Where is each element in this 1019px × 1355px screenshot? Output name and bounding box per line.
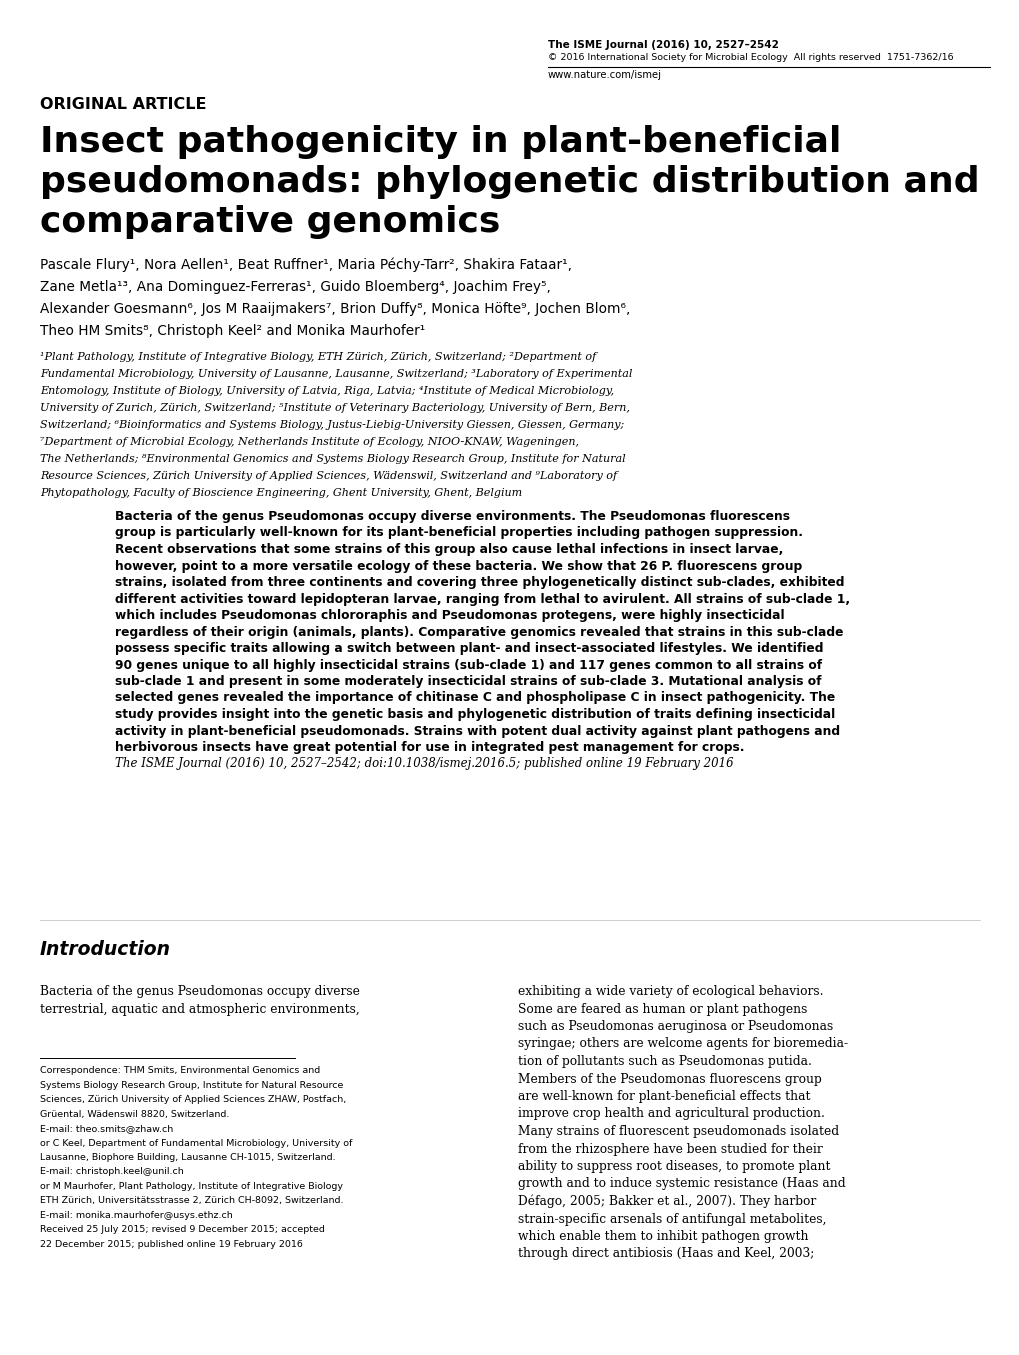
Text: University of Zurich, Zürich, Switzerland; ⁵Institute of Veterinary Bacteriology: University of Zurich, Zürich, Switzerlan…	[40, 402, 630, 413]
Text: through direct antibiosis (Haas and Keel, 2003;: through direct antibiosis (Haas and Keel…	[518, 1248, 813, 1260]
Text: such as Pseudomonas aeruginosa or Pseudomonas: such as Pseudomonas aeruginosa or Pseudo…	[518, 1020, 833, 1033]
Text: Défago, 2005; Bakker et al., 2007). They harbor: Défago, 2005; Bakker et al., 2007). They…	[518, 1195, 815, 1209]
Text: Fundamental Microbiology, University of Lausanne, Lausanne, Switzerland; ³Labora: Fundamental Microbiology, University of …	[40, 369, 632, 379]
Text: from the rhizosphere have been studied for their: from the rhizosphere have been studied f…	[518, 1142, 822, 1156]
Text: 90 genes unique to all highly insecticidal strains (sub-clade 1) and 117 genes c: 90 genes unique to all highly insecticid…	[115, 659, 821, 672]
Text: Lausanne, Biophore Building, Lausanne CH-1015, Switzerland.: Lausanne, Biophore Building, Lausanne CH…	[40, 1153, 335, 1163]
Text: Members of the Pseudomonas fluorescens group: Members of the Pseudomonas fluorescens g…	[518, 1073, 821, 1085]
Text: strains, isolated from three continents and covering three phylogenetically dist: strains, isolated from three continents …	[115, 576, 844, 589]
Text: exhibiting a wide variety of ecological behaviors.: exhibiting a wide variety of ecological …	[518, 985, 822, 999]
Text: selected genes revealed the importance of chitinase C and phospholipase C in ins: selected genes revealed the importance o…	[115, 691, 835, 705]
Text: regardless of their origin (animals, plants). Comparative genomics revealed that: regardless of their origin (animals, pla…	[115, 626, 843, 638]
Text: herbivorous insects have great potential for use in integrated pest management f: herbivorous insects have great potential…	[115, 741, 744, 753]
Text: different activities toward lepidopteran larvae, ranging from lethal to avirulen: different activities toward lepidopteran…	[115, 592, 849, 606]
Text: Introduction: Introduction	[40, 940, 171, 959]
Text: however, point to a more versatile ecology of these bacteria. We show that 26 P.: however, point to a more versatile ecolo…	[115, 560, 802, 573]
Text: Correspondence: THM Smits, Environmental Genomics and: Correspondence: THM Smits, Environmental…	[40, 1066, 320, 1075]
Text: E-mail: theo.smits@zhaw.ch: E-mail: theo.smits@zhaw.ch	[40, 1125, 173, 1133]
Text: Bacteria of the genus Pseudomonas occupy diverse: Bacteria of the genus Pseudomonas occupy…	[40, 985, 360, 999]
Text: Received 25 July 2015; revised 9 December 2015; accepted: Received 25 July 2015; revised 9 Decembe…	[40, 1225, 325, 1234]
Text: The Netherlands; ⁸Environmental Genomics and Systems Biology Research Group, Ins: The Netherlands; ⁸Environmental Genomics…	[40, 454, 625, 463]
Text: Recent observations that some strains of this group also cause lethal infections: Recent observations that some strains of…	[115, 543, 783, 556]
Text: ¹Plant Pathology, Institute of Integrative Biology, ETH Zürich, Zürich, Switzerl: ¹Plant Pathology, Institute of Integrati…	[40, 352, 596, 362]
Text: which enable them to inhibit pathogen growth: which enable them to inhibit pathogen gr…	[518, 1230, 808, 1243]
Text: study provides insight into the genetic basis and phylogenetic distribution of t: study provides insight into the genetic …	[115, 709, 835, 721]
Text: possess specific traits allowing a switch between plant- and insect-associated l: possess specific traits allowing a switc…	[115, 642, 822, 654]
Text: 22 December 2015; published online 19 February 2016: 22 December 2015; published online 19 Fe…	[40, 1240, 303, 1249]
Text: ETH Zürich, Universitätsstrasse 2, Zürich CH-8092, Switzerland.: ETH Zürich, Universitätsstrasse 2, Züric…	[40, 1196, 343, 1206]
Text: sub-clade 1 and present in some moderately insecticidal strains of sub-clade 3. : sub-clade 1 and present in some moderate…	[115, 675, 820, 688]
Text: Many strains of fluorescent pseudomonads isolated: Many strains of fluorescent pseudomonads…	[518, 1125, 839, 1138]
Text: Phytopathology, Faculty of Bioscience Engineering, Ghent University, Ghent, Belg: Phytopathology, Faculty of Bioscience En…	[40, 488, 522, 499]
Text: The ISME Journal (2016) 10, 2527–2542; doi:10.1038/ismej.2016.5; published onlin: The ISME Journal (2016) 10, 2527–2542; d…	[115, 757, 733, 771]
Text: strain-specific arsenals of antifungal metabolites,: strain-specific arsenals of antifungal m…	[518, 1213, 825, 1225]
Text: which includes Pseudomonas chlororaphis and Pseudomonas protegens, were highly i: which includes Pseudomonas chlororaphis …	[115, 608, 784, 622]
Text: E-mail: monika.maurhofer@usys.ethz.ch: E-mail: monika.maurhofer@usys.ethz.ch	[40, 1211, 232, 1220]
Text: Theo HM Smits⁸, Christoph Keel² and Monika Maurhofer¹: Theo HM Smits⁸, Christoph Keel² and Moni…	[40, 324, 425, 337]
Text: Entomology, Institute of Biology, University of Latvia, Riga, Latvia; ⁴Institute: Entomology, Institute of Biology, Univer…	[40, 386, 613, 396]
Text: Switzerland; ⁶Bioinformatics and Systems Biology, Justus-Liebig-University Giess: Switzerland; ⁶Bioinformatics and Systems…	[40, 420, 624, 430]
Text: Some are feared as human or plant pathogens: Some are feared as human or plant pathog…	[518, 1003, 807, 1015]
Text: Systems Biology Research Group, Institute for Natural Resource: Systems Biology Research Group, Institut…	[40, 1080, 343, 1089]
Text: © 2016 International Society for Microbial Ecology  All rights reserved  1751-73: © 2016 International Society for Microbi…	[547, 53, 953, 62]
Text: activity in plant-beneficial pseudomonads. Strains with potent dual activity aga: activity in plant-beneficial pseudomonad…	[115, 725, 840, 737]
Text: Sciences, Zürich University of Applied Sciences ZHAW, Postfach,: Sciences, Zürich University of Applied S…	[40, 1095, 345, 1104]
Text: terrestrial, aquatic and atmospheric environments,: terrestrial, aquatic and atmospheric env…	[40, 1003, 360, 1015]
Text: ORIGINAL ARTICLE: ORIGINAL ARTICLE	[40, 98, 206, 112]
Text: Pascale Flury¹, Nora Aellen¹, Beat Ruffner¹, Maria Péchy-Tarr², Shakira Fataar¹,: Pascale Flury¹, Nora Aellen¹, Beat Ruffn…	[40, 257, 572, 272]
Text: Bacteria of the genus Pseudomonas occupy diverse environments. The Pseudomonas f: Bacteria of the genus Pseudomonas occupy…	[115, 509, 790, 523]
Text: Resource Sciences, Zürich University of Applied Sciences, Wädenswil, Switzerland: Resource Sciences, Zürich University of …	[40, 472, 616, 481]
Text: pseudomonads: phylogenetic distribution and: pseudomonads: phylogenetic distribution …	[40, 165, 978, 199]
Text: are well-known for plant-beneficial effects that: are well-known for plant-beneficial effe…	[518, 1089, 810, 1103]
Text: syringae; others are welcome agents for bioremedia-: syringae; others are welcome agents for …	[518, 1038, 847, 1050]
Text: improve crop health and agricultural production.: improve crop health and agricultural pro…	[518, 1107, 824, 1121]
Text: comparative genomics: comparative genomics	[40, 205, 500, 238]
Text: The ISME Journal (2016) 10, 2527–2542: The ISME Journal (2016) 10, 2527–2542	[547, 41, 779, 50]
Text: or C Keel, Department of Fundamental Microbiology, University of: or C Keel, Department of Fundamental Mic…	[40, 1138, 352, 1148]
Text: growth and to induce systemic resistance (Haas and: growth and to induce systemic resistance…	[518, 1177, 845, 1191]
Text: Alexander Goesmann⁶, Jos M Raaijmakers⁷, Brion Duffy⁸, Monica Höfte⁹, Jochen Blo: Alexander Goesmann⁶, Jos M Raaijmakers⁷,…	[40, 302, 630, 316]
Text: Grüental, Wädenswil 8820, Switzerland.: Grüental, Wädenswil 8820, Switzerland.	[40, 1110, 229, 1118]
Text: E-mail: christoph.keel@unil.ch: E-mail: christoph.keel@unil.ch	[40, 1168, 183, 1176]
Text: tion of pollutants such as Pseudomonas putida.: tion of pollutants such as Pseudomonas p…	[518, 1056, 811, 1068]
Text: group is particularly well-known for its plant-beneficial properties including p: group is particularly well-known for its…	[115, 527, 802, 539]
Text: Zane Metla¹³, Ana Dominguez-Ferreras¹, Guido Bloemberg⁴, Joachim Frey⁵,: Zane Metla¹³, Ana Dominguez-Ferreras¹, G…	[40, 280, 550, 294]
Text: www.nature.com/ismej: www.nature.com/ismej	[547, 70, 661, 80]
Text: ability to suppress root diseases, to promote plant: ability to suppress root diseases, to pr…	[518, 1160, 829, 1173]
Text: or M Maurhofer, Plant Pathology, Institute of Integrative Biology: or M Maurhofer, Plant Pathology, Institu…	[40, 1182, 342, 1191]
Text: ⁷Department of Microbial Ecology, Netherlands Institute of Ecology, NIOO-KNAW, W: ⁷Department of Microbial Ecology, Nether…	[40, 438, 579, 447]
Text: Insect pathogenicity in plant-beneficial: Insect pathogenicity in plant-beneficial	[40, 125, 841, 159]
